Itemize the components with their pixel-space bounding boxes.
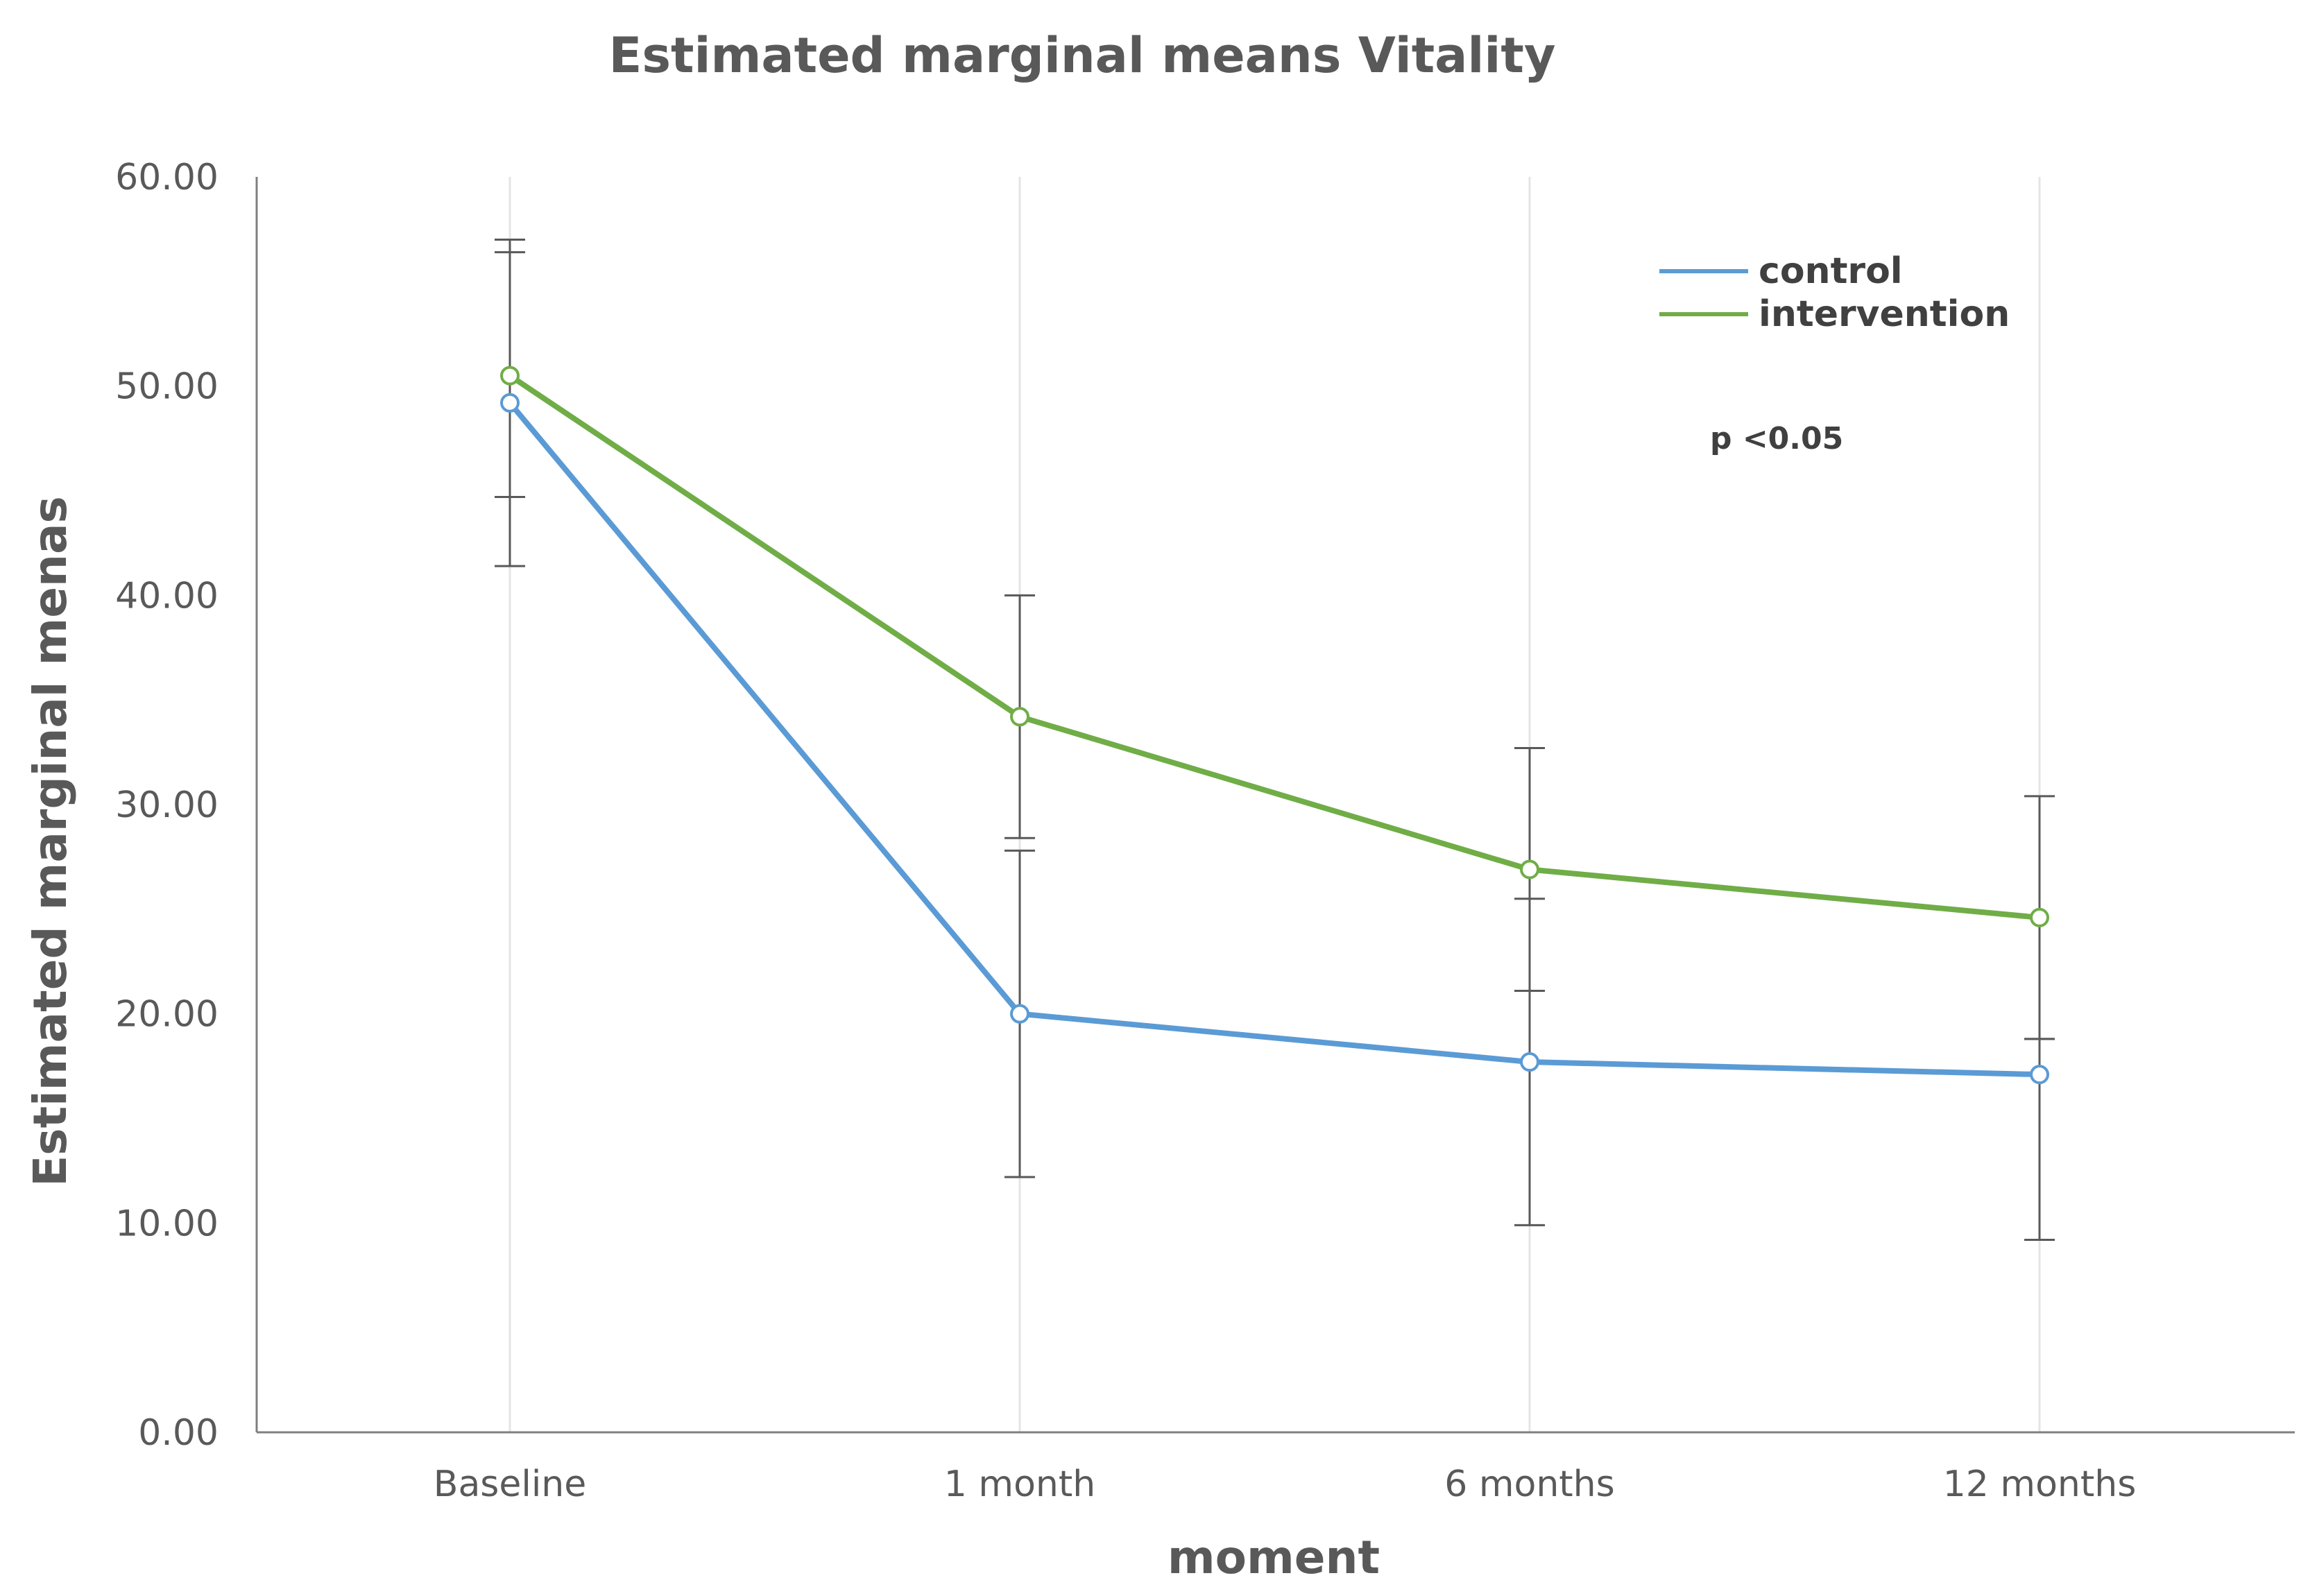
p-value-annotation: p <0.05 — [1710, 421, 1843, 456]
data-point-intervention — [1520, 859, 1539, 879]
x-tick-label: 6 months — [1444, 1464, 1614, 1505]
x-axis-title: moment — [1168, 1531, 1380, 1584]
y-axis-title: Estimated marginal menas — [24, 496, 77, 1187]
axes — [255, 177, 2295, 1434]
y-tick-label: 0.00 — [138, 1412, 219, 1454]
y-tick-label: 30.00 — [115, 784, 219, 826]
chart-title: Estimated marginal means Vitality — [609, 27, 1556, 84]
series-line-intervention — [507, 372, 2042, 920]
data-point-control — [1010, 1004, 1029, 1024]
y-tick-label: 20.00 — [115, 994, 219, 1036]
series-line-control — [507, 400, 2042, 1078]
y-tick-label: 50.00 — [115, 366, 219, 408]
error-bars — [495, 239, 2055, 1241]
x-tick-label: Baseline — [434, 1464, 586, 1505]
legend: control intervention — [1659, 250, 2010, 335]
y-tick-label: 60.00 — [115, 157, 219, 198]
y-tick-labels: 0.00 10.00 20.00 30.00 40.00 50.00 60.00 — [115, 157, 219, 1454]
data-point-control — [1520, 1052, 1539, 1072]
data-point-control — [500, 393, 520, 413]
x-tick-label: 1 month — [944, 1464, 1095, 1505]
x-tick-labels: Baseline 1 month 6 months 12 months — [434, 1464, 2137, 1505]
gridlines — [508, 177, 2041, 1432]
data-point-control — [2030, 1065, 2049, 1085]
legend-label-intervention: intervention — [1759, 293, 2010, 335]
legend-label-control: control — [1759, 250, 1903, 292]
data-point-intervention — [500, 366, 520, 386]
x-tick-label: 12 months — [1943, 1464, 2137, 1505]
data-point-intervention — [2030, 907, 2049, 927]
y-tick-label: 10.00 — [115, 1203, 219, 1244]
data-point-intervention — [1010, 707, 1029, 727]
y-tick-label: 40.00 — [115, 575, 219, 617]
series-lines — [500, 366, 2049, 1085]
